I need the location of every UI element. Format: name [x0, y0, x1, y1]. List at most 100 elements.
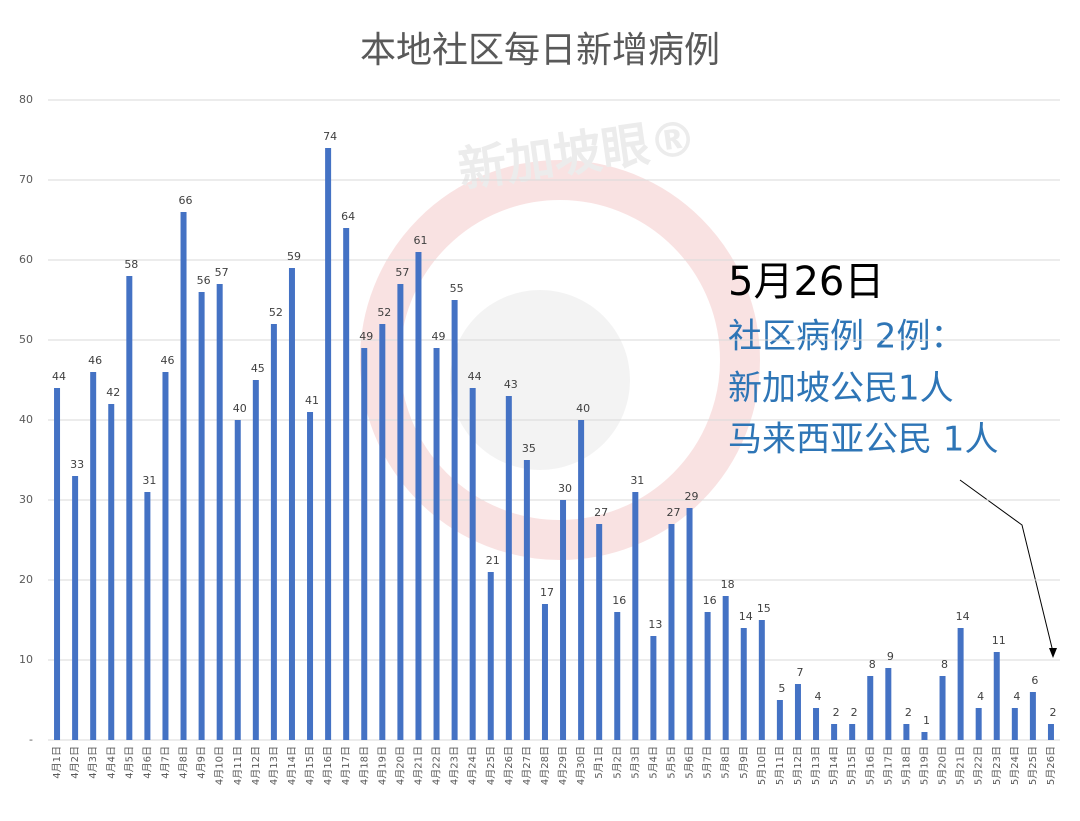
- bar: [632, 492, 639, 740]
- value-label: 40: [233, 402, 247, 415]
- value-label: 16: [612, 594, 626, 607]
- bar: [957, 628, 964, 740]
- x-tick-label: 4月3日: [87, 746, 99, 779]
- x-tick-label: 4月16日: [322, 746, 334, 785]
- value-label: 2: [905, 706, 912, 719]
- value-label: 56: [197, 274, 211, 287]
- value-label: 18: [721, 578, 735, 591]
- bar: [650, 636, 657, 740]
- bar: [505, 396, 512, 740]
- value-label: 31: [630, 474, 644, 487]
- x-tick-label: 5月24日: [1009, 746, 1021, 785]
- value-label: 64: [341, 210, 355, 223]
- value-label: 66: [179, 194, 193, 207]
- bar: [1047, 724, 1054, 740]
- value-label: 57: [215, 266, 229, 279]
- x-tick-label: 4月17日: [340, 746, 352, 785]
- bar: [794, 684, 801, 740]
- value-label: 4: [1013, 690, 1020, 703]
- bar: [722, 596, 729, 740]
- value-label: 13: [648, 618, 662, 631]
- value-label: 8: [941, 658, 948, 671]
- value-label: 14: [739, 610, 753, 623]
- bar: [523, 460, 530, 740]
- value-label: 41: [305, 394, 319, 407]
- x-tick-label: 4月10日: [214, 746, 226, 785]
- bar: [560, 500, 567, 740]
- x-tick-label: 5月7日: [702, 746, 714, 779]
- bar: [180, 212, 187, 740]
- x-tick-label: 4月2日: [69, 746, 81, 779]
- y-tick-label: 20: [19, 573, 33, 586]
- y-tick-label: 60: [19, 253, 33, 266]
- y-tick-label: 30: [19, 493, 33, 506]
- value-label: 4: [815, 690, 822, 703]
- x-tick-label: 4月29日: [557, 746, 569, 785]
- bar: [487, 572, 494, 740]
- y-tick-label: 80: [19, 93, 33, 106]
- x-tick-label: 5月8日: [720, 746, 732, 779]
- value-label: 1: [923, 714, 930, 727]
- value-label: 59: [287, 250, 301, 263]
- bar: [541, 604, 548, 740]
- x-tick-label: 4月1日: [51, 746, 63, 779]
- x-tick-label: 4月27日: [521, 746, 533, 785]
- annotation-date: 5月26日: [728, 259, 884, 305]
- value-label: 31: [142, 474, 156, 487]
- bar: [1011, 708, 1018, 740]
- value-label: 49: [432, 330, 446, 343]
- value-label: 46: [88, 354, 102, 367]
- bar: [198, 292, 205, 740]
- bar: [993, 652, 1000, 740]
- chart-title: 本地社区每日新增病例: [360, 30, 720, 71]
- watermark-disc: [450, 290, 630, 470]
- value-label: 42: [106, 386, 120, 399]
- value-label: 44: [52, 370, 66, 383]
- bar: [288, 268, 295, 740]
- x-tick-label: 5月4日: [647, 746, 659, 779]
- value-label: 74: [323, 130, 337, 143]
- x-tick-label: 5月18日: [900, 746, 912, 785]
- y-tick-label: 70: [19, 173, 33, 186]
- value-label: 27: [666, 506, 680, 519]
- bar: [758, 620, 765, 740]
- bar: [415, 252, 422, 740]
- x-tick-label: 5月3日: [629, 746, 641, 779]
- bar: [831, 724, 838, 740]
- bar: [325, 148, 332, 740]
- value-label: 29: [685, 490, 699, 503]
- bar: [668, 524, 675, 740]
- bar: [54, 388, 61, 740]
- x-tick-label: 5月22日: [973, 746, 985, 785]
- bar: [234, 420, 241, 740]
- x-tick-label: 5月23日: [991, 746, 1003, 785]
- value-label: 11: [992, 634, 1006, 647]
- value-label: 14: [956, 610, 970, 623]
- x-tick-label: 4月5日: [123, 746, 135, 779]
- bar: [939, 676, 946, 740]
- bar: [903, 724, 910, 740]
- x-tick-label: 5月25日: [1027, 746, 1039, 785]
- value-label: 58: [124, 258, 138, 271]
- value-label: 8: [869, 658, 876, 671]
- x-tick-label: 5月5日: [665, 746, 677, 779]
- value-label: 49: [359, 330, 373, 343]
- x-tick-label: 5月17日: [882, 746, 894, 785]
- bar: [72, 476, 79, 740]
- annotation-arrow: [959, 479, 1054, 653]
- x-tick-label: 4月14日: [286, 746, 298, 785]
- value-label: 16: [703, 594, 717, 607]
- x-tick-label: 5月2日: [611, 746, 623, 779]
- arrow-head: [1049, 648, 1057, 658]
- bar: [252, 380, 259, 740]
- value-label: 5: [778, 682, 785, 695]
- x-tick-label: 4月24日: [467, 746, 479, 785]
- annotation-line: 马来西亚公民 1人: [728, 420, 998, 460]
- x-tick-label: 4月12日: [250, 746, 262, 785]
- x-tick-label: 4月6日: [141, 746, 153, 779]
- value-label: 57: [395, 266, 409, 279]
- bar: [144, 492, 151, 740]
- x-tick-label: 4月23日: [449, 746, 461, 785]
- x-tick-label: 5月1日: [593, 746, 605, 779]
